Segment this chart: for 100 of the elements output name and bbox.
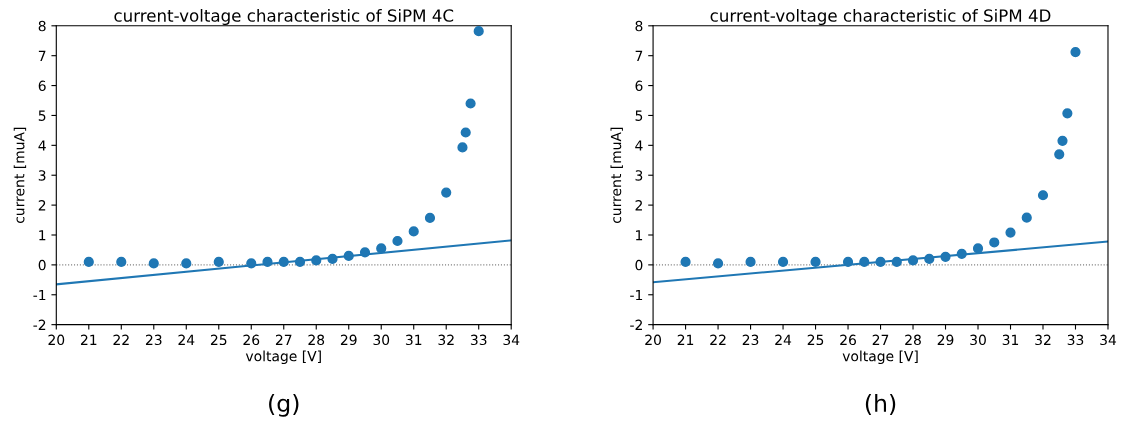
y-tick-label: -1 (630, 289, 643, 301)
x-tick-label: 23 (145, 334, 162, 346)
y-tick-label: 4 (38, 140, 46, 151)
y-tick-label: 1 (636, 230, 643, 241)
x-tick-label: 34 (503, 334, 520, 346)
x-tick-label: 33 (1067, 334, 1084, 346)
x-tick-label: 25 (210, 334, 227, 346)
point (1062, 108, 1073, 119)
point (294, 256, 306, 267)
x-tick-label: 29 (340, 334, 357, 346)
y-tick-label: -2 (33, 319, 46, 330)
point (181, 258, 192, 269)
point (680, 256, 691, 267)
y-tick-label: -2 (630, 319, 642, 330)
point (465, 98, 476, 109)
x-tick-label: 27 (872, 334, 889, 345)
point (408, 226, 419, 237)
x-tick-label: 26 (243, 334, 260, 346)
point (745, 256, 756, 267)
x-tick-label: 20 (645, 334, 661, 346)
y-axis-title: current [muA] (610, 127, 623, 224)
x-tick-label: 32 (1035, 334, 1051, 346)
y-tick-label: 8 (635, 20, 643, 32)
point (278, 256, 289, 267)
point (311, 255, 322, 266)
point (392, 235, 403, 247)
x-tick-label: 23 (742, 334, 759, 346)
point (359, 247, 371, 258)
y-tick-label: 0 (38, 259, 46, 271)
point (875, 256, 886, 267)
point (1054, 149, 1065, 160)
x-tick-label: 29 (937, 334, 954, 346)
x-tick-label: 27 (275, 334, 292, 345)
point (924, 253, 935, 264)
y-tick-label: 7 (38, 50, 46, 61)
y-tick-label: 3 (635, 170, 643, 181)
point (1057, 135, 1068, 146)
x-tick-label: 31 (405, 334, 422, 346)
point (262, 256, 273, 267)
point (777, 256, 789, 267)
point (148, 258, 159, 269)
point (859, 256, 870, 267)
point (343, 250, 354, 262)
x-tick-label: 24 (775, 334, 792, 345)
point (956, 248, 967, 259)
x-tick-label: 30 (373, 334, 390, 346)
chart-title: current-voltage characteristic of SiPM 4D (710, 8, 1051, 26)
point (1021, 212, 1032, 223)
x-tick-label: 34 (1100, 334, 1117, 346)
x-tick-label: 26 (840, 334, 856, 346)
point (989, 237, 1000, 248)
point (327, 253, 338, 264)
x-tick-label: 28 (905, 334, 921, 346)
y-tick-label: 5 (635, 110, 643, 121)
x-tick-label: 32 (438, 334, 454, 346)
y-tick-label: 6 (38, 80, 46, 92)
point (424, 212, 436, 224)
point (246, 258, 257, 269)
chart-title: current-voltage characteristic of SiPM 4C (114, 8, 454, 26)
y-tick-label: 1 (39, 230, 46, 241)
point (940, 251, 951, 262)
y-tick-label: 2 (38, 200, 46, 211)
y-tick-label: 2 (635, 200, 642, 211)
point (83, 256, 94, 267)
point (1037, 190, 1049, 201)
point (972, 243, 984, 254)
y-tick-label: 4 (635, 140, 643, 151)
x-tick-label: 20 (48, 334, 65, 346)
point (842, 256, 854, 267)
point (460, 127, 471, 138)
x-axis-title: voltage [V] (842, 350, 918, 365)
point (891, 256, 902, 267)
y-tick-label: 3 (38, 170, 46, 181)
x-tick-label: 31 (1002, 334, 1019, 346)
y-tick-label: 6 (635, 80, 643, 92)
y-tick-label: 8 (38, 20, 46, 32)
point (116, 256, 127, 267)
text: (h) (865, 393, 896, 415)
point (473, 26, 484, 37)
x-tick-label: 30 (970, 334, 986, 346)
x-tick-label: 22 (710, 334, 726, 345)
y-tick-label: 5 (38, 110, 46, 121)
x-axis-title: voltage [V] (245, 350, 321, 365)
point (907, 255, 919, 266)
y-tick-label: 7 (635, 50, 643, 61)
point (441, 187, 452, 198)
y-tick-label: -1 (33, 289, 46, 301)
x-tick-label: 24 (178, 334, 195, 345)
x-tick-label: 22 (113, 334, 129, 345)
point (1005, 227, 1016, 238)
point (457, 142, 468, 153)
y-tick-label: 0 (635, 259, 643, 271)
point (1070, 47, 1081, 58)
point (376, 243, 387, 254)
point (712, 258, 724, 269)
x-tick-label: 33 (470, 334, 487, 346)
x-tick-label: 25 (807, 334, 824, 346)
point (810, 256, 821, 267)
text: (g) (269, 393, 299, 417)
x-tick-label: 21 (677, 334, 694, 345)
